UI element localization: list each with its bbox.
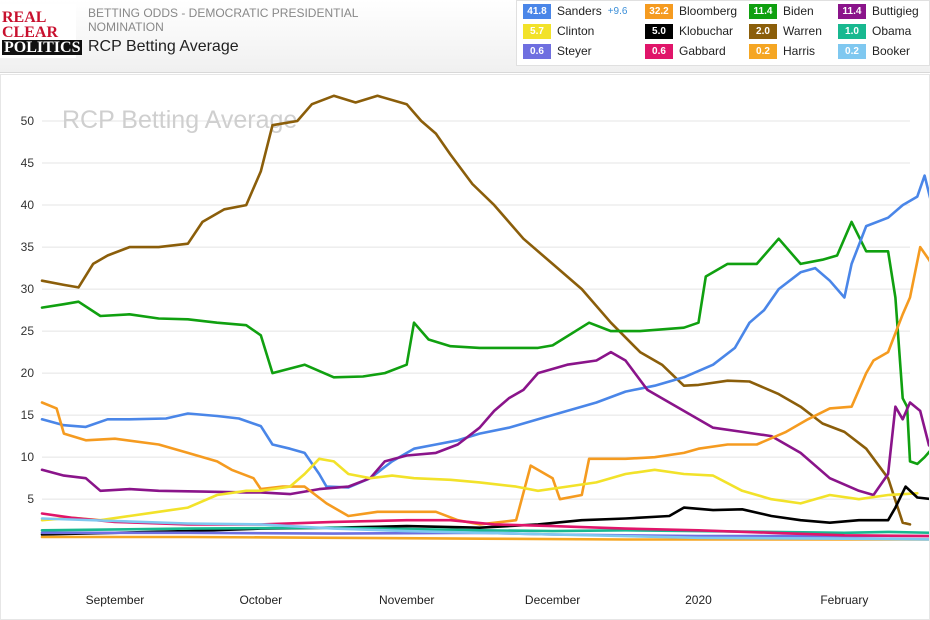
series-line-sanders[interactable] [40,174,930,489]
legend-value-badge: 41.8 [523,3,551,19]
y-tick-label: 45 [21,156,35,170]
series-layer [40,94,930,541]
legend-item-steyer[interactable]: 0.6 Steyer [523,43,592,59]
series-line-warren[interactable] [40,94,912,526]
legend-name: Obama [872,24,912,38]
logo-line-3: POLITICS [2,39,83,56]
rcp-logo[interactable]: REAL CLEAR POLITICS [0,4,83,58]
legend-value-badge: 0.2 [749,43,777,59]
x-tick-label: 2020 [685,593,712,607]
legend-item-harris[interactable]: 0.2 Harris [749,43,815,59]
legend-item-klobuchar[interactable]: 5.0 Klobuchar [645,23,733,39]
x-tick-label: February [820,593,868,607]
legend-name: Harris [783,44,815,58]
series-line-booker[interactable] [40,517,930,541]
legend-name: Warren [783,24,822,38]
legend-item-buttigieg[interactable]: 11.4 Buttigieg [838,3,919,19]
legend-value-badge: 32.2 [645,3,673,19]
y-tick-label: 10 [21,450,35,464]
y-tick-label: 20 [21,366,35,380]
y-axis-ticks: 5 10 15 20 25 30 35 40 45 50 [21,114,35,506]
betting-odds-chart[interactable]: RCP Betting Average 5101520253035404550 … [0,74,930,620]
y-tick-label: 50 [21,114,35,128]
logo-line-2: CLEAR [2,24,59,41]
y-tick-label: 35 [21,240,35,254]
y-tick-label: 15 [21,408,35,422]
legend-item-bloomberg[interactable]: 32.2 Bloomberg [645,3,737,19]
x-tick-label: November [379,593,434,607]
legend-name: Clinton [557,24,595,38]
legend-value-badge: 5.0 [645,23,673,39]
y-tick-label: 25 [21,324,35,338]
legend: 41.8 Sanders +9.6 32.2 Bloomberg 11.4 Bi… [516,0,930,66]
legend-name: Booker [872,44,911,58]
legend-name: Buttigieg [872,4,919,18]
x-tick-label: October [239,593,282,607]
legend-value-badge: 5.7 [523,23,551,39]
x-tick-label: September [86,593,145,607]
logo-line-1: REAL [2,9,47,26]
legend-value-badge: 11.4 [749,3,777,19]
legend-name: Gabbard [679,44,726,58]
legend-value-badge: 0.6 [523,43,551,59]
legend-name: Klobuchar [679,24,734,38]
legend-item-warren[interactable]: 2.0 Warren [749,23,822,39]
breadcrumb[interactable]: BETTING ODDS - DEMOCRATIC PRESIDENTIAL N… [88,6,359,34]
series-line-obama[interactable] [40,526,930,535]
legend-item-obama[interactable]: 1.0 Obama [838,23,911,39]
page-title: RCP Betting Average [88,38,239,55]
legend-value-badge: 11.4 [838,3,866,19]
legend-item-booker[interactable]: 0.2 Booker [838,43,910,59]
legend-name: Steyer [557,44,592,58]
series-line-biden[interactable] [40,220,930,466]
series-line-clinton[interactable] [40,457,919,522]
legend-value-badge: 1.0 [838,23,866,39]
legend-name: Biden [783,4,814,18]
legend-name: Sanders [557,4,602,18]
legend-value-badge: 2.0 [749,23,777,39]
y-tick-label: 30 [21,282,35,296]
legend-item-gabbard[interactable]: 0.6 Gabbard [645,43,726,59]
y-tick-label: 5 [27,492,34,506]
legend-item-clinton[interactable]: 5.7 Clinton [523,23,594,39]
logo-text: REAL CLEAR POLITICS [2,9,83,56]
x-axis-ticks: September October November December 2020 Febr… [86,593,869,607]
legend-change: +9.6 [607,5,628,17]
legend-item-biden[interactable]: 11.4 Biden [749,3,814,19]
series-line-bloomberg[interactable] [40,245,930,526]
legend-name: Bloomberg [679,4,738,18]
y-tick-label: 40 [21,198,35,212]
header-bar: REAL CLEAR POLITICS BETTING ODDS - DEMOC… [0,0,930,73]
grid-layer [42,120,910,500]
legend-value-badge: 0.6 [645,43,673,59]
legend-value-badge: 0.2 [838,43,866,59]
legend-item-sanders[interactable]: 41.8 Sanders +9.6 [523,3,627,19]
x-tick-label: December [525,593,580,607]
chart-watermark-title: RCP Betting Average [62,106,297,134]
